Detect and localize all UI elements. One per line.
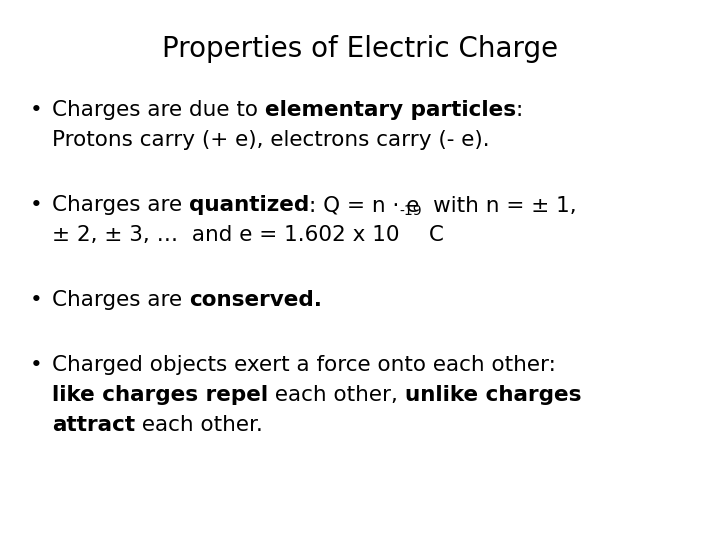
Text: •: • bbox=[30, 195, 42, 215]
Text: elementary particles: elementary particles bbox=[265, 100, 516, 120]
Text: conserved.: conserved. bbox=[189, 290, 322, 310]
Text: Charges are due to: Charges are due to bbox=[52, 100, 265, 120]
Text: quantized: quantized bbox=[189, 195, 310, 215]
Text: •: • bbox=[30, 100, 42, 120]
Text: -19: -19 bbox=[400, 204, 422, 218]
Text: each other.: each other. bbox=[135, 415, 263, 435]
Text: C: C bbox=[422, 225, 444, 245]
Text: each other,: each other, bbox=[268, 385, 405, 405]
Text: Charged objects exert a force onto each other:: Charged objects exert a force onto each … bbox=[52, 355, 556, 375]
Text: unlike charges: unlike charges bbox=[405, 385, 581, 405]
Text: Protons carry (+ e), electrons carry (- e).: Protons carry (+ e), electrons carry (- … bbox=[52, 130, 490, 150]
Text: attract: attract bbox=[52, 415, 135, 435]
Text: •: • bbox=[30, 355, 42, 375]
Text: Properties of Electric Charge: Properties of Electric Charge bbox=[162, 35, 558, 63]
Text: : Q = n · e  with n = ± 1,: : Q = n · e with n = ± 1, bbox=[310, 195, 577, 215]
Text: like charges repel: like charges repel bbox=[52, 385, 268, 405]
Text: :: : bbox=[516, 100, 523, 120]
Text: ± 2, ± 3, …  and e = 1.602 x 10: ± 2, ± 3, … and e = 1.602 x 10 bbox=[52, 225, 400, 245]
Text: Charges are: Charges are bbox=[52, 195, 189, 215]
Text: •: • bbox=[30, 290, 42, 310]
Text: Charges are: Charges are bbox=[52, 290, 189, 310]
